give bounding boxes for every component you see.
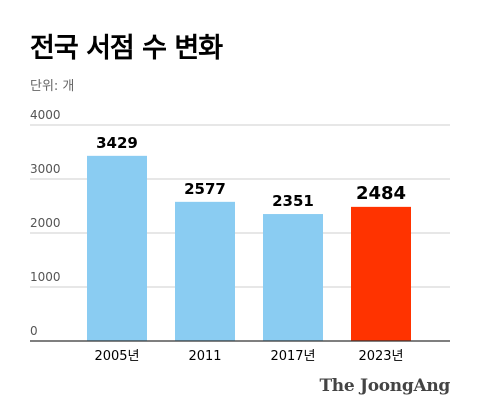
source-logo: The JoongAng — [319, 376, 450, 396]
bar — [87, 155, 147, 341]
bar — [175, 201, 235, 341]
bars — [87, 155, 411, 341]
y-tick-label: 0 — [30, 324, 38, 338]
data-label: 2351 — [272, 192, 314, 210]
x-tick-label: 2017년 — [270, 349, 315, 364]
x-tick-label: 2005년 — [94, 349, 139, 364]
y-tick-label: 4000 — [30, 108, 61, 122]
chart-title: 전국 서점 수 변화 — [30, 33, 223, 64]
data-label: 3429 — [96, 134, 138, 152]
y-tick-label: 2000 — [30, 216, 61, 230]
data-label: 2577 — [184, 180, 226, 198]
x-axis-ticks: 2005년 2011 2017년 2023년 — [94, 349, 403, 364]
y-tick-label: 1000 — [30, 270, 61, 284]
data-labels: 3429 2577 2351 2484 — [96, 134, 406, 210]
x-tick-label: 2023년 — [358, 349, 403, 364]
bar — [351, 206, 411, 341]
x-tick-label: 2011 — [188, 349, 221, 364]
unit-label: 단위: 개 — [30, 79, 75, 94]
data-label: 2484 — [356, 183, 406, 204]
bar — [263, 214, 323, 341]
y-tick-label: 3000 — [30, 162, 61, 176]
y-axis-ticks: 0 1000 2000 3000 4000 — [30, 108, 61, 338]
